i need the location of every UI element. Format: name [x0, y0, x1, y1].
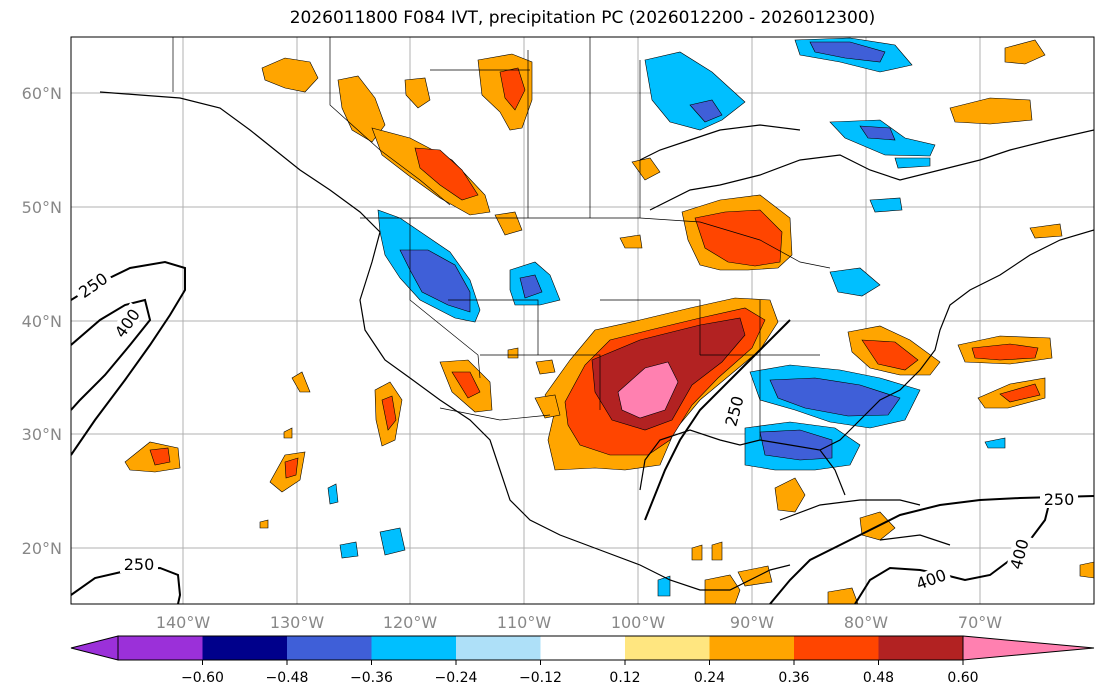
colorbar-tick-label: −0.24 [435, 670, 478, 686]
lon-label: 110°W [497, 613, 552, 632]
lon-label: 140°W [156, 613, 211, 632]
latitude-labels: 60°N 50°N 40°N 30°N 20°N [22, 84, 62, 558]
colorbar-extend-min [70, 635, 119, 661]
colorbar-swatch [456, 636, 541, 660]
precip-anomaly-fills [124, 37, 1094, 604]
lat-label: 60°N [22, 84, 62, 103]
ivt-contours [71, 260, 1094, 604]
lat-label: 40°N [22, 312, 62, 331]
political-borders [172, 37, 831, 440]
colorbar-swatch [540, 636, 625, 660]
lon-label: 100°W [611, 613, 666, 632]
colorbar-tick-label: 0.60 [947, 670, 978, 686]
colorbar-tick-label: 0.36 [778, 670, 809, 686]
map-title: 2026011800 F084 IVT, precipitation PC (2… [289, 8, 876, 28]
colorbar-tick-label: −0.36 [350, 670, 393, 686]
colorbar-tick-label: −0.60 [181, 670, 224, 686]
colorbar-swatch [878, 636, 963, 660]
coastlines [99, 91, 1094, 591]
lon-label: 120°W [383, 613, 438, 632]
colorbar-tick-label: −0.48 [266, 670, 309, 686]
lat-label: 50°N [22, 198, 62, 217]
colorbar-extend-max [962, 635, 1095, 661]
lon-label: 130°W [270, 613, 325, 632]
colorbar-swatch [371, 636, 456, 660]
lat-label: 30°N [22, 425, 62, 444]
map-frame [70, 36, 1095, 605]
colorbar-swatch [202, 636, 287, 660]
contour-label: 250 [124, 555, 155, 574]
lon-label: 90°W [730, 613, 774, 632]
colorbar: −0.60 −0.48 −0.36 −0.24 −0.12 0.12 0.24 … [70, 635, 1095, 686]
lat-label: 20°N [22, 539, 62, 558]
colorbar-swatch [709, 636, 794, 660]
colorbar-swatch [794, 636, 879, 660]
lon-label: 70°W [958, 613, 1002, 632]
colorbar-swatch [625, 636, 710, 660]
contour-label: 250 [1044, 490, 1075, 509]
lon-label: 80°W [844, 613, 888, 632]
colorbar-tick-label: 0.12 [609, 670, 640, 686]
colorbar-swatch [118, 636, 203, 660]
colorbar-tick-label: 0.48 [863, 670, 894, 686]
longitude-labels: 140°W 130°W 120°W 110°W 100°W 90°W 80°W … [156, 613, 1002, 632]
colorbar-swatch [287, 636, 372, 660]
colorbar-tick-label: −0.12 [519, 670, 562, 686]
colorbar-tick-label: 0.24 [694, 670, 725, 686]
contour-labels: 250 400 250 250 250 400 400 [72, 266, 1078, 594]
